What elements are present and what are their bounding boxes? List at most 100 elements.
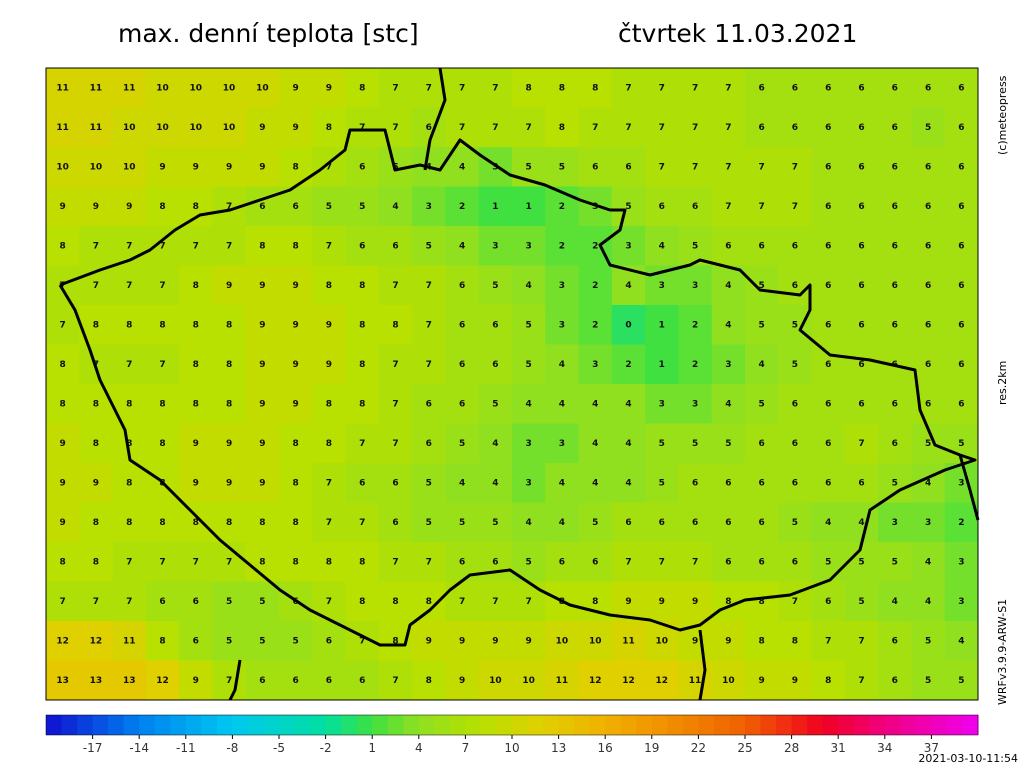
temperature-value: 6 (759, 518, 765, 528)
temperature-value: 6 (825, 320, 831, 330)
temperature-cell (179, 660, 213, 701)
copyright: (c)meteopress (996, 75, 1009, 155)
temperature-value: 9 (60, 518, 66, 528)
temperature-value: 4 (559, 478, 565, 488)
temperature-value: 5 (825, 557, 831, 567)
temperature-cell (745, 621, 779, 661)
temperature-cell (378, 502, 413, 543)
temperature-value: 3 (659, 281, 665, 291)
temperature-value: 7 (359, 439, 365, 449)
temperature-value: 6 (958, 83, 964, 93)
temperature-cell (745, 542, 779, 582)
temperature-cell (478, 305, 513, 345)
temperature-value: 9 (326, 320, 332, 330)
temperature-value: 5 (326, 202, 332, 212)
temperature-value: 5 (426, 478, 432, 488)
temperature-value: 4 (725, 320, 731, 330)
temperature-value: 7 (392, 123, 398, 133)
temperature-cell (478, 226, 513, 266)
temperature-cell (378, 542, 413, 582)
temperature-value: 8 (392, 597, 398, 607)
colorbar-segment (791, 715, 808, 735)
temperature-cell (179, 305, 213, 345)
temperature-cell (678, 147, 713, 187)
temperature-cell (578, 660, 613, 701)
temperature-cell (345, 68, 380, 108)
temperature-value: 8 (159, 399, 165, 409)
temperature-value: 3 (559, 281, 565, 291)
temperature-cell (578, 502, 613, 543)
temperature-cell (844, 581, 879, 622)
colorbar-segment (434, 715, 451, 735)
temperature-cell (545, 542, 580, 582)
colorbar-label: 7 (462, 741, 470, 755)
temperature-cell (279, 660, 313, 701)
temperature-cell (811, 581, 846, 622)
temperature-value: 9 (193, 162, 199, 172)
temperature-cell (212, 265, 247, 306)
temperature-value: 7 (193, 557, 199, 567)
temperature-cell (145, 186, 180, 227)
temperature-cell (245, 344, 280, 385)
temperature-cell (678, 344, 713, 385)
temperature-value: 7 (60, 597, 66, 607)
temperature-value: 5 (659, 478, 665, 488)
temperature-value: 4 (526, 281, 532, 291)
temperature-cell (378, 660, 413, 701)
temperature-value: 6 (892, 676, 898, 686)
temperature-value: 9 (226, 281, 232, 291)
temperature-value: 6 (193, 636, 199, 646)
temperature-cell (145, 621, 180, 661)
temperature-value: 8 (93, 399, 99, 409)
temperature-cell (745, 344, 779, 385)
colorbar-segment (61, 715, 78, 735)
temperature-cell (545, 621, 580, 661)
temperature-value: 9 (659, 597, 665, 607)
temperature-cell (412, 621, 446, 661)
temperature-value: 6 (759, 557, 765, 567)
temperature-cell (578, 344, 613, 385)
colorbar-label: -8 (226, 741, 238, 755)
temperature-cell (478, 621, 513, 661)
temperature-cell (911, 542, 946, 582)
temperature-value: 10 (223, 83, 236, 93)
country-border (58, 128, 977, 647)
temperature-cell (46, 186, 80, 227)
temperature-cell (245, 463, 280, 503)
temperature-value: 7 (459, 123, 465, 133)
temperature-value: 7 (692, 83, 698, 93)
temperature-cell (345, 107, 380, 148)
temperature-cell (645, 384, 679, 424)
temperature-value: 5 (426, 518, 432, 528)
temperature-value: 6 (825, 439, 831, 449)
temperature-cell (312, 344, 347, 385)
temperature-value: 4 (625, 478, 631, 488)
temperature-cell (611, 344, 646, 385)
temperature-value: 9 (93, 202, 99, 212)
temperature-value: 4 (559, 360, 565, 370)
temperature-value: 5 (925, 439, 931, 449)
temperature-cell (944, 542, 979, 582)
temperature-value: 6 (825, 123, 831, 133)
temperature-value: 7 (426, 360, 432, 370)
temperature-value: 6 (892, 399, 898, 409)
temperature-cell (378, 384, 413, 424)
map-date: čtvrtek 11.03.2021 (618, 19, 857, 48)
temperature-value: 7 (492, 597, 498, 607)
temperature-cell (378, 265, 413, 306)
temperature-value: 8 (359, 320, 365, 330)
temperature-cell (711, 186, 746, 227)
temperature-cell (312, 68, 347, 108)
colorbar-segment (807, 715, 824, 735)
temperature-value: 7 (526, 123, 532, 133)
temperature-cell (611, 542, 646, 582)
temperature-value: 8 (293, 241, 299, 251)
temperature-value: 9 (60, 478, 66, 488)
temperature-value: 6 (359, 241, 365, 251)
temperature-cell (878, 423, 912, 464)
temperature-value: 7 (825, 636, 831, 646)
temperature-cell (878, 502, 912, 543)
temperature-value: 5 (559, 162, 565, 172)
temperature-cell (512, 344, 546, 385)
temperature-value: 7 (858, 439, 864, 449)
